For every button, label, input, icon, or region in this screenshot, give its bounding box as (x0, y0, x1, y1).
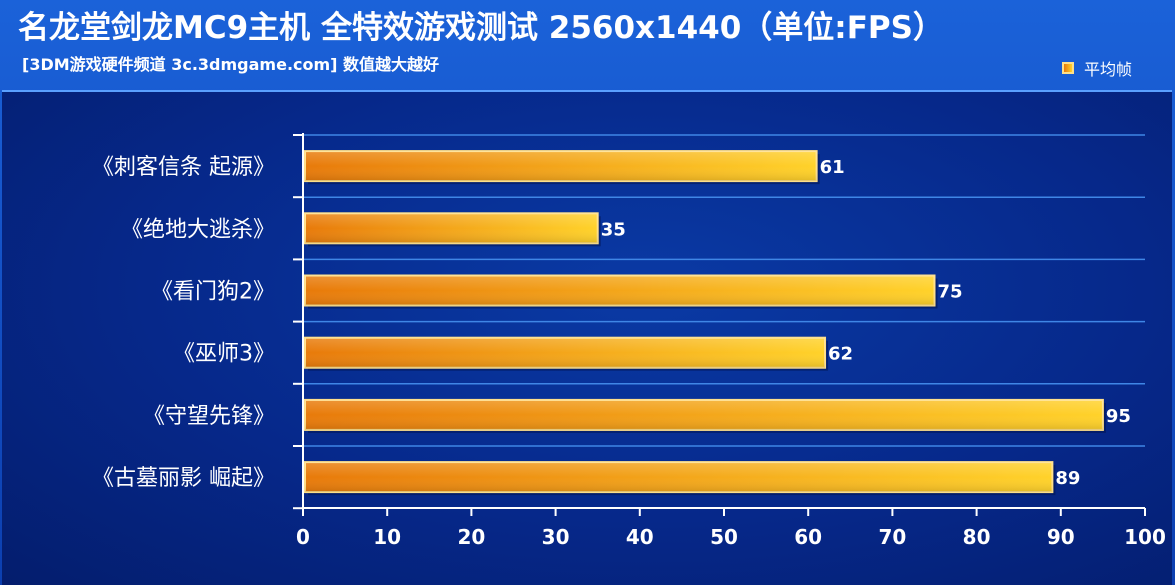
x-tick-label: 70 (878, 525, 906, 549)
bar-highlight (305, 462, 1053, 493)
category-label: 《绝地大逃杀》 (121, 217, 275, 242)
bar-highlight (305, 275, 935, 306)
bar-highlight (305, 337, 826, 368)
value-label: 89 (1055, 468, 1080, 489)
bar-highlight (305, 213, 598, 244)
x-tick-label: 0 (296, 525, 310, 549)
x-tick-label: 30 (542, 525, 570, 549)
category-label: 《守望先锋》 (143, 404, 275, 429)
bar-highlight (305, 399, 1103, 430)
x-tick-label: 50 (710, 525, 738, 549)
legend: 平均帧 (1062, 56, 1132, 80)
value-label: 95 (1106, 406, 1131, 427)
bar-highlight (305, 151, 817, 182)
legend-label: 平均帧 (1084, 60, 1133, 79)
category-label: 《巫师3》 (173, 342, 275, 367)
category-label: 《刺客信条 起源》 (92, 155, 275, 180)
x-tick-label: 80 (963, 525, 991, 549)
value-label: 35 (601, 219, 626, 240)
x-tick-label: 40 (626, 525, 654, 549)
value-label: 61 (820, 157, 845, 178)
legend-swatch (1062, 62, 1074, 74)
value-label: 75 (938, 282, 963, 303)
chart-title: 名龙堂剑龙MC9主机 全特效游戏测试 2560x1440（单位:FPS） (18, 10, 944, 46)
x-tick-label: 10 (373, 525, 401, 549)
x-tick-label: 90 (1047, 525, 1075, 549)
x-tick-label: 20 (457, 525, 485, 549)
category-label: 《古墓丽影 崛起》 (92, 466, 275, 491)
chart-subtitle: [3DM游戏硬件频道 3c.3dmgame.com] 数值越大越好 (22, 55, 440, 74)
x-tick-label: 60 (794, 525, 822, 549)
x-tick-label: 100 (1124, 525, 1166, 549)
category-label: 《看门狗2》 (151, 280, 275, 305)
value-label: 62 (828, 344, 853, 365)
